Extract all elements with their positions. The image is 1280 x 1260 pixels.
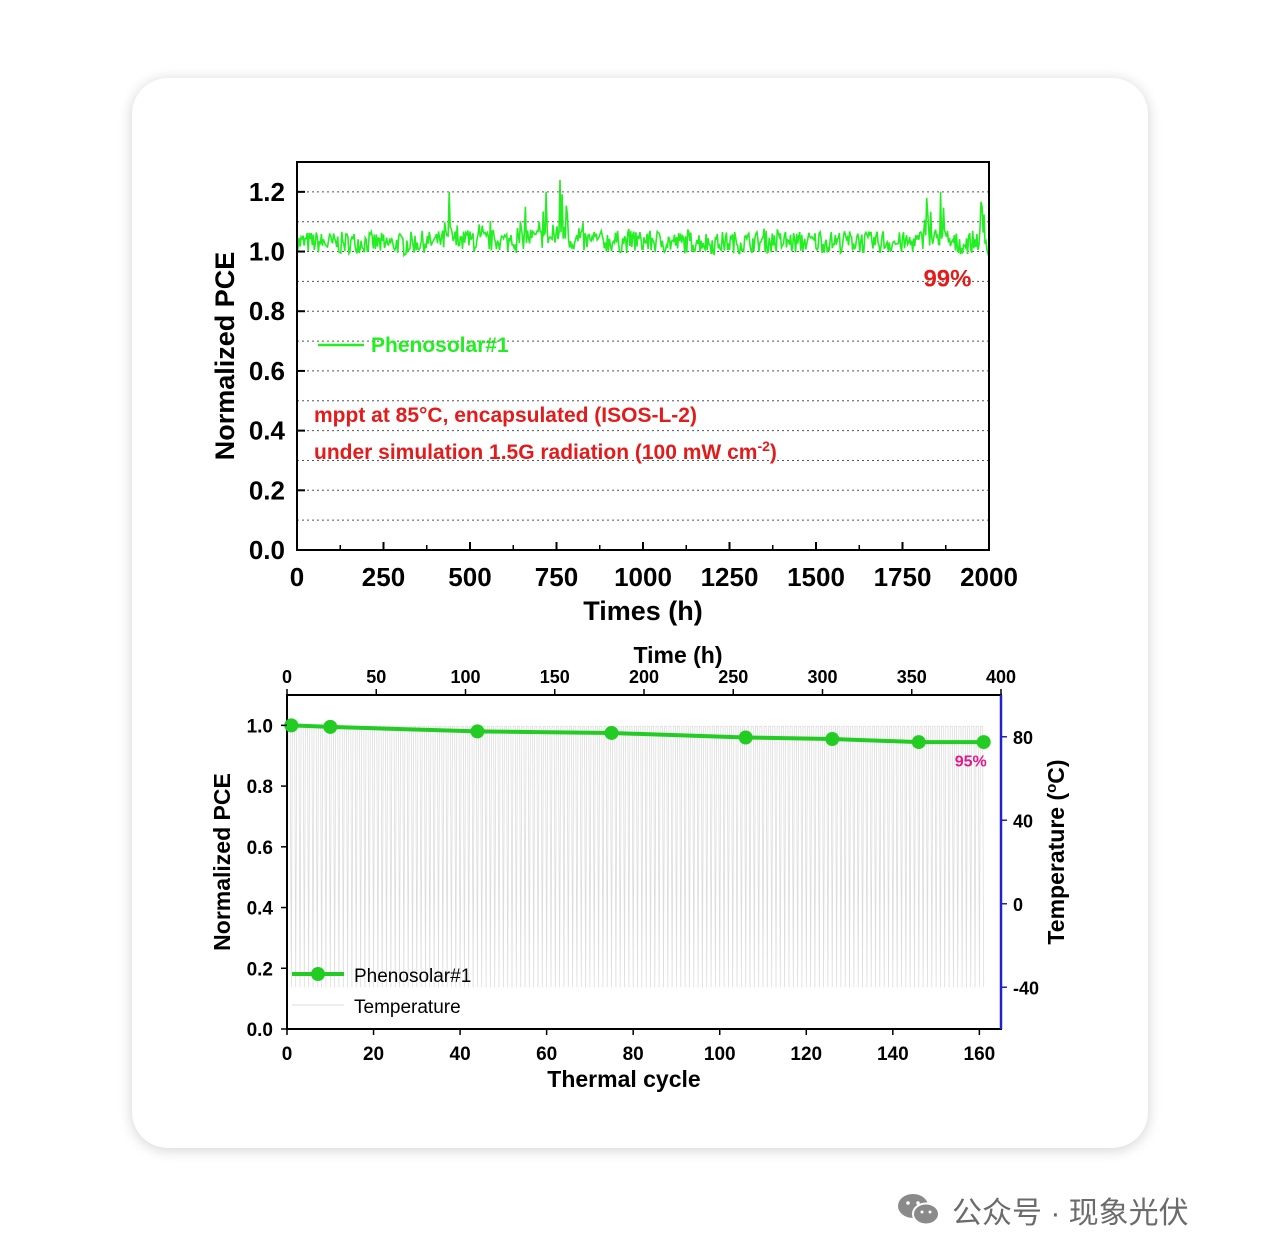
data-point xyxy=(323,719,338,734)
legend-marker-pce xyxy=(311,967,325,981)
x-axis-label: Thermal cycle xyxy=(547,1066,700,1092)
data-point xyxy=(825,732,840,747)
x-tick-label: 1500 xyxy=(787,562,845,592)
y-tick-label: 0.2 xyxy=(247,959,273,980)
x-tick-label: 120 xyxy=(790,1044,822,1065)
y-tick-label: 0.0 xyxy=(249,535,285,565)
x2-tick-label: 250 xyxy=(718,667,748,687)
x-tick-label: 250 xyxy=(362,562,405,592)
y2-tick-label: 40 xyxy=(1013,811,1033,831)
x2-tick-label: 200 xyxy=(629,667,659,687)
y-tick-label: 1.0 xyxy=(247,716,273,737)
y2-tick-label: -40 xyxy=(1013,978,1039,998)
x2-tick-label: 300 xyxy=(807,667,837,687)
series-line-phenosolar xyxy=(291,723,984,745)
y-tick-label: 0.4 xyxy=(247,899,274,920)
wechat-icon xyxy=(898,1194,940,1226)
x-tick-label: 40 xyxy=(450,1044,471,1065)
data-point xyxy=(470,724,485,739)
note-line-1: mppt at 85°C, encapsulated (ISOS-L-2) xyxy=(314,404,697,427)
x-tick-label: 1750 xyxy=(874,562,932,592)
data-point xyxy=(604,725,619,740)
series-line-phenosolar xyxy=(296,179,990,258)
x-tick-label: 20 xyxy=(363,1044,384,1065)
y-axis-label: Normalized PCE xyxy=(210,252,240,461)
x-tick-label: 160 xyxy=(964,1044,996,1065)
x2-tick-label: 100 xyxy=(450,667,480,687)
x-tick-label: 1250 xyxy=(701,562,759,592)
y2-axis-label: Temperature (oC) xyxy=(1043,759,1069,944)
x2-tick-label: 400 xyxy=(986,667,1016,687)
x-tick-label: 140 xyxy=(877,1044,909,1065)
y-tick-label: 0.2 xyxy=(249,475,285,505)
y-tick-label: 0.8 xyxy=(249,296,285,326)
legend-label-pce: Phenosolar#1 xyxy=(354,966,471,987)
x-tick-label: 2000 xyxy=(960,562,1018,592)
x2-tick-label: 150 xyxy=(540,667,570,687)
note-line-2: under simulation 1.5G radiation (100 mW … xyxy=(314,438,777,464)
y-tick-label: 0.6 xyxy=(249,356,285,386)
y-tick-label: 0.4 xyxy=(249,416,286,446)
y-tick-label: 0.0 xyxy=(247,1020,273,1041)
y-tick-label: 0.8 xyxy=(247,777,273,798)
legend-label: Phenosolar#1 xyxy=(371,334,509,357)
data-point xyxy=(738,730,753,745)
data-point xyxy=(976,735,991,750)
legend-label-temp: Temperature xyxy=(354,997,461,1018)
annotation-95: 95% xyxy=(955,753,987,770)
x-tick-label: 500 xyxy=(448,562,491,592)
annotation-99: 99% xyxy=(923,265,971,292)
data-point xyxy=(284,718,299,733)
figure-card xyxy=(132,78,1148,1148)
x2-tick-label: 50 xyxy=(366,667,386,687)
series-temperature xyxy=(286,725,985,988)
x2-tick-label: 350 xyxy=(897,667,927,687)
chart-top-mppt: 0 250 500 750 1000 1250 1500 1750 2000 0.0 0.2 0.4 0… xyxy=(210,161,1018,626)
data-point xyxy=(911,735,926,750)
x2-axis-label: Time (h) xyxy=(633,642,722,668)
footer: 公众号 · 现象光伏 xyxy=(896,1190,1189,1230)
x-tick-label: 60 xyxy=(536,1044,557,1065)
x2-tick-label: 0 xyxy=(282,667,292,687)
y-tick-label: 1.0 xyxy=(249,237,285,267)
y2-tick-label: 0 xyxy=(1013,895,1023,915)
y-tick-label: 0.6 xyxy=(247,838,273,859)
x-tick-label: 100 xyxy=(704,1044,736,1065)
x-tick-label: 80 xyxy=(623,1044,644,1065)
y-axis-label: Normalized PCE xyxy=(209,773,235,951)
footer-text: 公众号 · 现象光伏 xyxy=(952,1197,1189,1230)
x-tick-label: 0 xyxy=(290,562,304,592)
x-tick-label: 0 xyxy=(282,1044,293,1065)
y-tick-label: 1.2 xyxy=(249,177,285,207)
y2-tick-label: 80 xyxy=(1013,728,1033,748)
x-tick-label: 750 xyxy=(535,562,578,592)
x-tick-label: 1000 xyxy=(614,562,672,592)
x-axis-label: Times (h) xyxy=(583,596,703,626)
